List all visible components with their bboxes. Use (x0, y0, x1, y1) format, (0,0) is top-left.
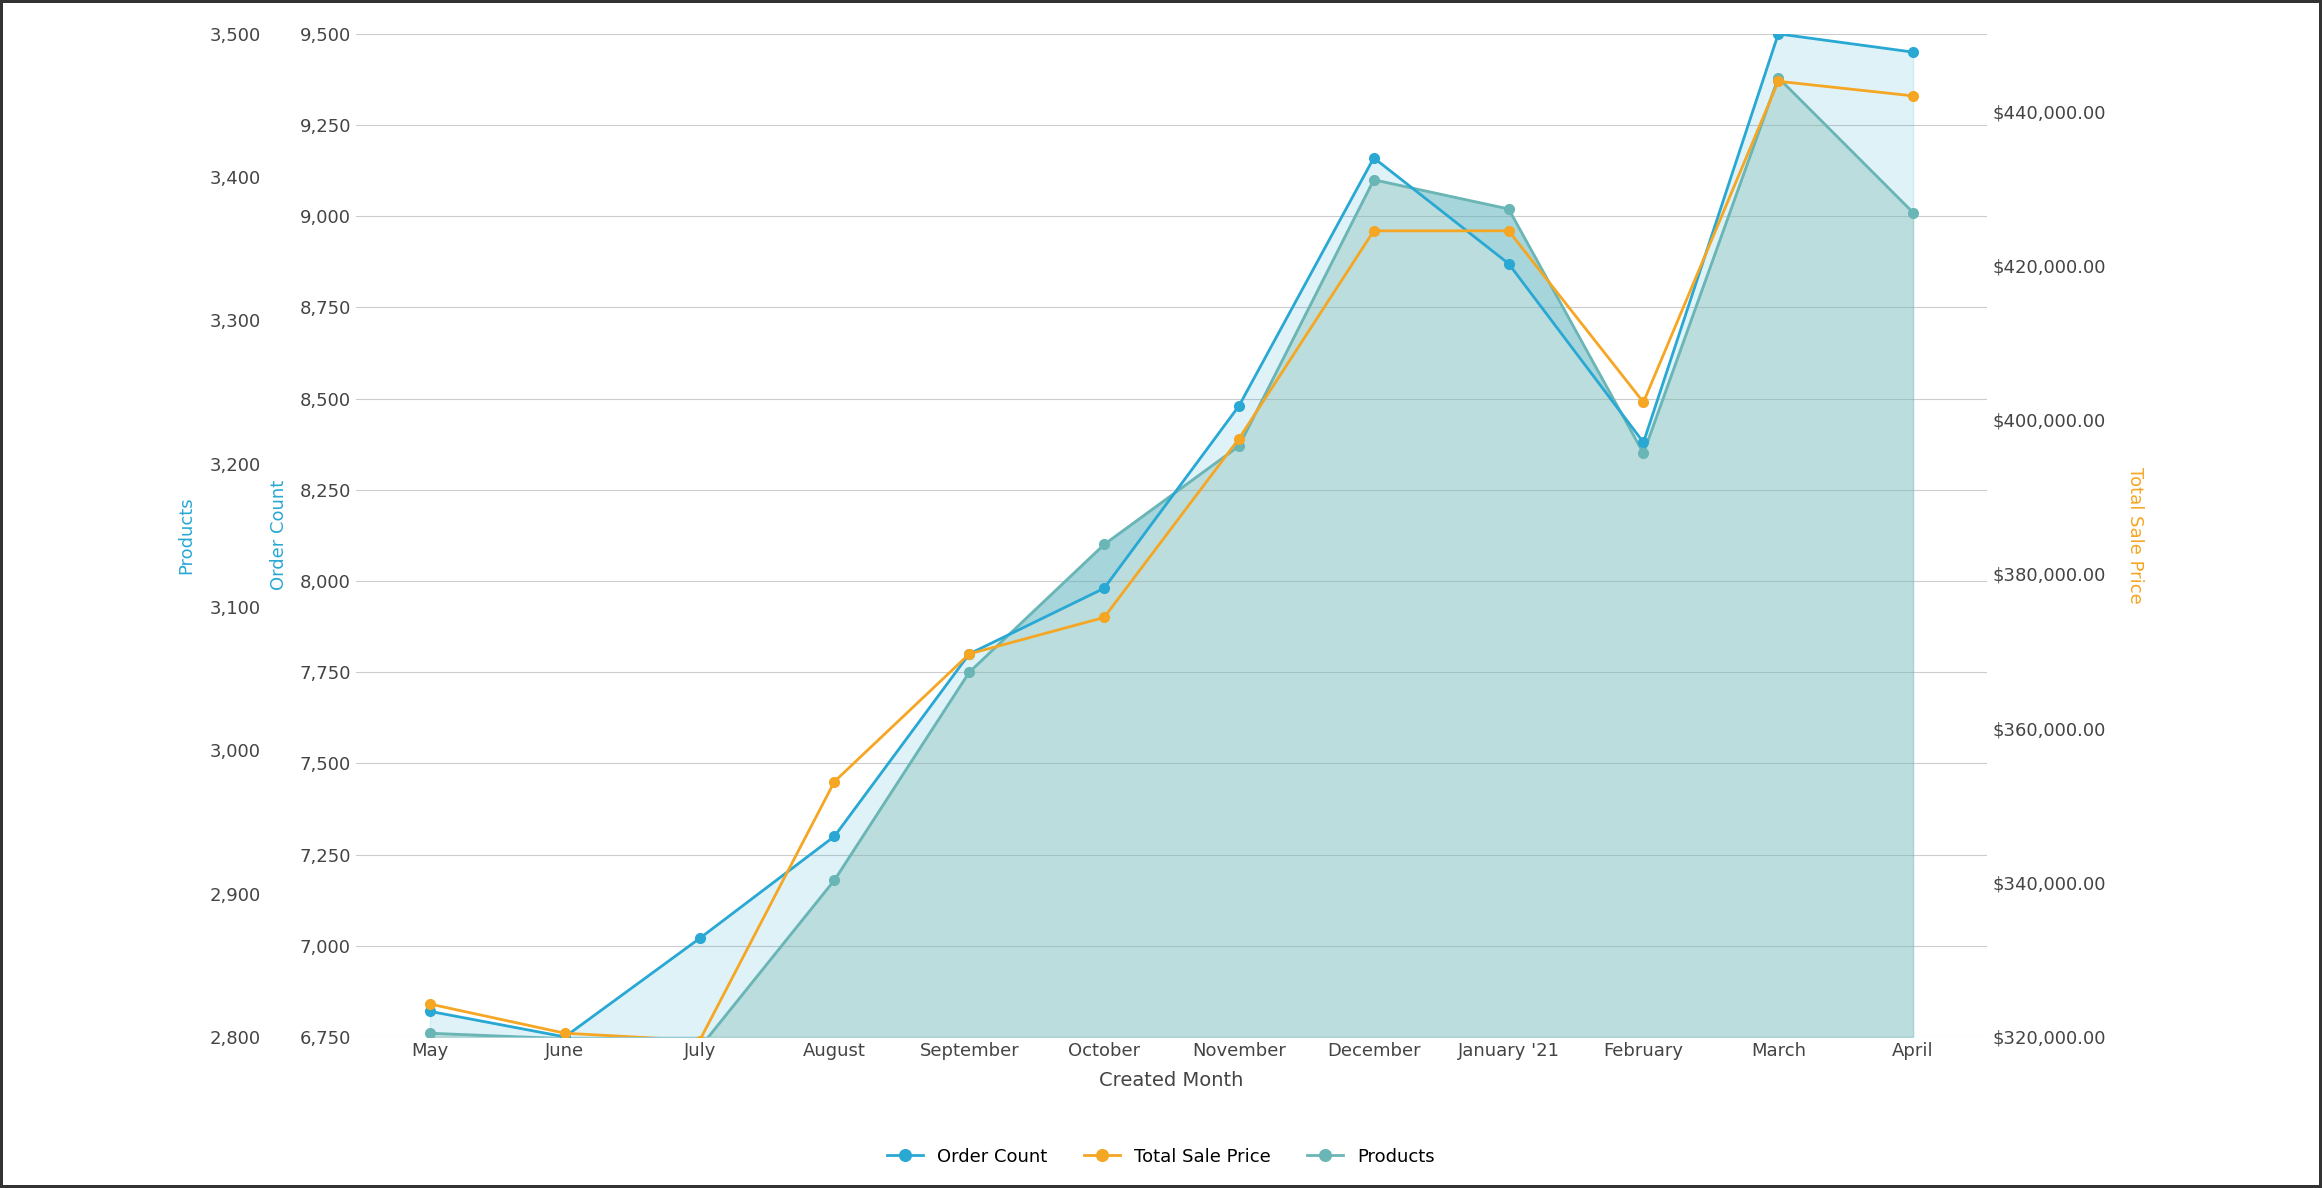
Total Sale Price (1091, 611, 1119, 625)
Products (1765, 70, 1793, 84)
Y-axis label: Order Count: Order Count (269, 480, 288, 590)
Products (954, 665, 982, 680)
Products (1899, 206, 1927, 220)
Products (1361, 172, 1389, 187)
Line: Total Sale Price: Total Sale Price (425, 76, 1918, 1045)
Products (1495, 202, 1523, 216)
Total Sale Price (954, 646, 982, 661)
Order Count (1361, 151, 1389, 165)
Products (1630, 447, 1658, 461)
Products (820, 873, 848, 887)
Total Sale Price (1226, 431, 1254, 446)
Y-axis label: Products: Products (176, 497, 195, 574)
Order Count (820, 829, 848, 843)
Total Sale Price (1630, 396, 1658, 410)
Line: Products: Products (425, 72, 1918, 1053)
Legend: Order Count, Total Sale Price, Products: Order Count, Total Sale Price, Products (880, 1140, 1442, 1173)
Order Count (1495, 257, 1523, 271)
Order Count (1899, 45, 1927, 59)
Total Sale Price (685, 1034, 713, 1048)
Order Count (1091, 581, 1119, 595)
Products (1226, 438, 1254, 453)
Products (550, 1031, 578, 1045)
Order Count (1765, 27, 1793, 42)
Total Sale Price (1765, 74, 1793, 88)
Order Count (1226, 399, 1254, 413)
X-axis label: Created Month: Created Month (1098, 1070, 1245, 1089)
Order Count (1630, 435, 1658, 449)
Order Count (954, 646, 982, 661)
Total Sale Price (1899, 89, 1927, 103)
Total Sale Price (416, 997, 444, 1011)
Order Count (685, 931, 713, 946)
Products (1091, 537, 1119, 551)
Order Count (416, 1004, 444, 1018)
Line: Order Count: Order Count (425, 29, 1918, 1042)
Total Sale Price (1495, 223, 1523, 238)
Total Sale Price (550, 1026, 578, 1041)
Y-axis label: Total Sale Price: Total Sale Price (2127, 467, 2146, 604)
Total Sale Price (820, 775, 848, 789)
Products (685, 1041, 713, 1055)
Total Sale Price (1361, 223, 1389, 238)
Order Count (550, 1030, 578, 1044)
Products (416, 1026, 444, 1041)
